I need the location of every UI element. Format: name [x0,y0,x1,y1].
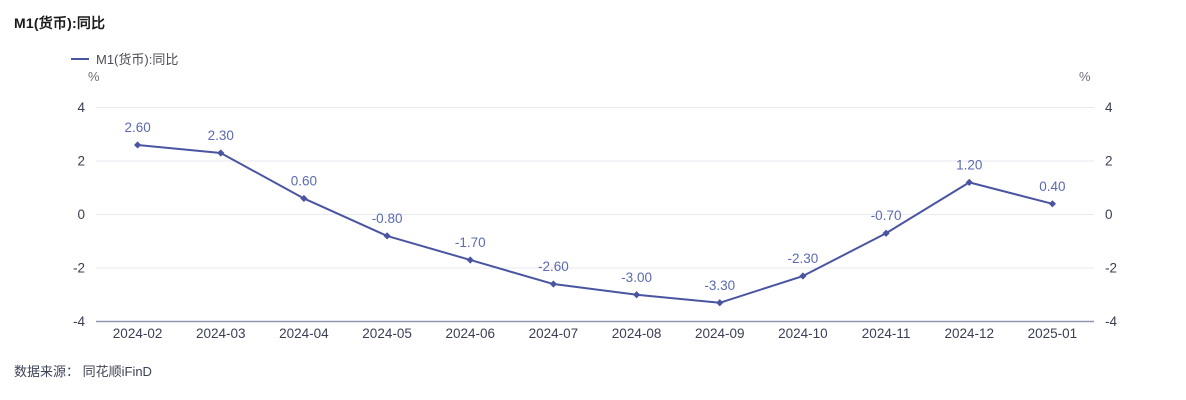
legend-line-marker-icon [71,57,89,60]
data-point-label: -0.80 [372,211,403,226]
legend-label: M1(货币):同比 [96,52,179,67]
data-point-label: 0.40 [1039,179,1065,194]
series-line [136,143,1054,304]
x-tick-label: 2024-08 [612,326,662,341]
data-point-label: -0.70 [871,208,902,223]
right-axis-unit-label: % [1079,69,1091,84]
data-point-label: -1.70 [455,235,486,250]
data-point-marker[interactable] [882,229,890,237]
data-point-marker[interactable] [300,194,308,203]
y-tick-label-right: 4 [1105,100,1113,115]
x-tick-label: 2024-02 [113,326,163,341]
x-tick-label: 2025-01 [1028,326,1078,341]
data-point-label: -2.60 [538,259,569,274]
data-point-label: -2.30 [788,251,819,266]
x-tick-label: 2024-03 [196,326,246,341]
data-point-label: -3.30 [704,278,735,293]
data-point-marker[interactable] [383,232,391,240]
chart-title: M1(货币):同比 [14,15,106,31]
y-tick-label-left: 2 [77,154,85,169]
y-tick-label-left: -4 [73,314,85,329]
y-tick-label-left: 4 [77,100,85,115]
left-axis-unit-label: % [88,69,100,84]
data-point-marker[interactable] [965,178,973,186]
legend-item[interactable]: M1(货币):同比 [71,49,178,68]
data-point-marker[interactable] [1048,200,1057,208]
x-tick-label: 2024-11 [862,326,911,341]
x-tick-label: 2024-05 [362,326,412,341]
data-point-marker[interactable] [133,141,142,149]
y-tick-label-left: -2 [73,261,85,276]
data-point-marker[interactable] [632,291,641,299]
data-point-label: 2.30 [208,128,234,143]
x-tick-label: 2024-06 [445,326,495,341]
data-point-marker[interactable] [716,299,724,307]
x-tick-label: 2024-12 [944,326,994,341]
data-point-marker[interactable] [466,256,474,264]
y-tick-label-right: 0 [1105,207,1113,222]
data-source-label: 数据来源： 同花顺iFinD [14,364,152,379]
data-point-label: 1.20 [956,157,982,172]
data-point-label: 2.60 [124,120,150,135]
y-tick-label-right: -4 [1105,314,1117,329]
data-point-label: 0.60 [291,173,317,188]
y-tick-label-left: 0 [77,207,85,222]
x-tick-label: 2024-04 [279,326,329,341]
x-tick-label: 2024-07 [529,326,579,341]
y-tick-label-right: 2 [1105,154,1113,169]
data-point-marker[interactable] [217,149,225,157]
x-tick-label: 2024-09 [695,326,745,341]
data-point-marker[interactable] [799,272,807,280]
data-point-marker[interactable] [549,280,558,288]
x-tick-label: 2024-10 [778,326,828,341]
y-tick-label-right: -2 [1105,261,1117,276]
data-point-label: -3.00 [621,270,652,285]
